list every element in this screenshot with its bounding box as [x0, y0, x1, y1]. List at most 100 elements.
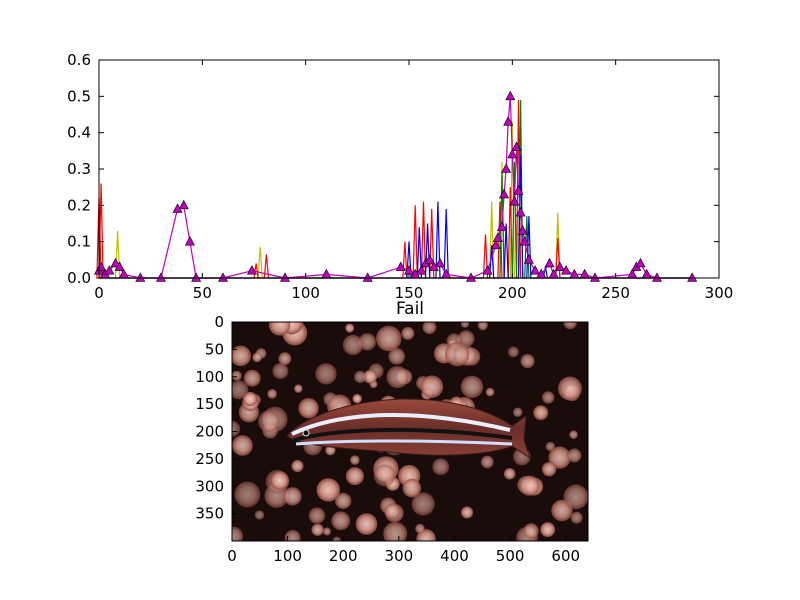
- data-point-marker: [515, 206, 526, 217]
- image-y-axis: 0 50 100 150 200 250 300 350: [195, 313, 237, 523]
- data-point-marker: [362, 272, 373, 282]
- coral-blob: [570, 511, 583, 524]
- x-tick-label: 0: [94, 284, 104, 302]
- data-point-marker: [246, 265, 257, 275]
- image-x-tick-label: 600: [551, 547, 580, 565]
- data-point-marker: [497, 221, 507, 231]
- coral-blob: [401, 326, 415, 340]
- coral-blob: [243, 369, 261, 387]
- y-tick-label: 0.1: [67, 233, 91, 251]
- image-x-tick-label: 100: [273, 547, 302, 565]
- marker-layer: [94, 90, 698, 282]
- coral-blob: [402, 478, 422, 498]
- image-x-tick-label: 0: [227, 547, 237, 565]
- coral-blob: [567, 448, 582, 463]
- x-axis: 0 50 100 150 200 250 300: [94, 60, 733, 302]
- coral-blob: [533, 405, 549, 421]
- coral-blob: [363, 369, 377, 384]
- fish-photo: [232, 322, 588, 541]
- coral-blob: [311, 523, 324, 536]
- data-point-marker: [156, 272, 166, 282]
- coral-blob: [278, 352, 292, 366]
- data-point-marker: [218, 272, 228, 282]
- x-tick-label: 250: [601, 284, 630, 302]
- coral-blob: [422, 322, 437, 335]
- image-x-tick-label: 500: [496, 547, 525, 565]
- coral-blob: [345, 323, 355, 333]
- image-y-tick-label: 350: [195, 505, 224, 523]
- coral-blob: [415, 523, 425, 534]
- line-chart: 0 50 100 150 200 250 300 0.0 0.1 0.2 0.3 0.4 0.5 0.6: [67, 51, 733, 302]
- image-y-tick-label: 50: [205, 340, 224, 358]
- x-tick-label: 100: [291, 284, 320, 302]
- coral-blob: [548, 446, 571, 469]
- coral-blob: [267, 388, 278, 399]
- x-tick-label: 50: [193, 284, 212, 302]
- coral-blob: [284, 529, 301, 541]
- data-point-marker: [395, 261, 406, 271]
- coral-blob: [232, 420, 241, 437]
- y-tick-label: 0.6: [67, 51, 91, 69]
- coral-blob: [383, 521, 408, 541]
- data-point-marker: [544, 257, 555, 268]
- data-point-marker: [482, 265, 493, 275]
- data-point-marker: [424, 254, 435, 264]
- y-tick-label: 0.2: [67, 196, 91, 214]
- coral-blob: [373, 464, 396, 487]
- image-y-tick-label: 200: [195, 423, 224, 441]
- coral-blob: [519, 475, 540, 496]
- coral-blob: [355, 513, 378, 535]
- image-title: Fail: [396, 299, 424, 319]
- coral-blob: [322, 527, 332, 536]
- coral-blob: [345, 467, 364, 486]
- image-x-axis: 0 100 200 300 400 500 600: [227, 536, 580, 565]
- data-point-marker: [501, 163, 512, 173]
- coral-blob: [523, 523, 539, 539]
- coral-blob: [541, 461, 557, 477]
- coral-blob: [388, 347, 406, 365]
- data-point-marker: [507, 148, 518, 159]
- coral-blob: [272, 362, 289, 380]
- coral-blob: [316, 478, 340, 502]
- data-point-marker: [435, 257, 445, 268]
- coral-blob: [294, 384, 303, 393]
- coral-blob: [485, 387, 495, 397]
- data-point-marker: [554, 261, 565, 271]
- data-point-marker: [135, 272, 146, 282]
- coral-blob: [563, 322, 578, 330]
- coral-blob: [445, 341, 470, 367]
- image-y-tick-label: 150: [195, 395, 224, 413]
- coral-blob: [569, 430, 578, 439]
- coral-blob: [460, 375, 484, 398]
- coral-blob: [291, 459, 304, 473]
- coral-blob: [460, 322, 470, 328]
- coral-blob: [232, 435, 253, 456]
- data-point-marker: [499, 188, 510, 199]
- data-point-marker: [178, 199, 189, 210]
- coral-blob: [461, 506, 474, 519]
- coral-blob: [420, 375, 444, 398]
- coral-blob: [315, 363, 337, 385]
- coral-blob: [232, 380, 249, 400]
- y-tick-label: 0.5: [67, 87, 91, 105]
- data-point-marker: [490, 239, 501, 250]
- fish: [286, 398, 531, 460]
- coral-blob: [354, 370, 367, 384]
- y-tick-label: 0.0: [67, 269, 91, 287]
- coral-blob: [375, 325, 402, 352]
- data-point-marker: [509, 196, 520, 206]
- image-y-tick-label: 0: [214, 313, 224, 331]
- coral-blob: [545, 441, 556, 452]
- image-x-tick-label: 300: [385, 547, 414, 565]
- coral-blob: [384, 503, 401, 520]
- y-tick-label: 0.3: [67, 160, 91, 178]
- x-tick-label: 150: [395, 284, 424, 302]
- coral-blob: [563, 484, 588, 510]
- coral-blob: [542, 391, 555, 404]
- data-point-marker: [114, 261, 125, 271]
- coral-blob: [234, 481, 261, 508]
- coral-blob: [252, 352, 262, 363]
- data-point-marker: [492, 232, 503, 242]
- data-point-marker: [519, 236, 530, 246]
